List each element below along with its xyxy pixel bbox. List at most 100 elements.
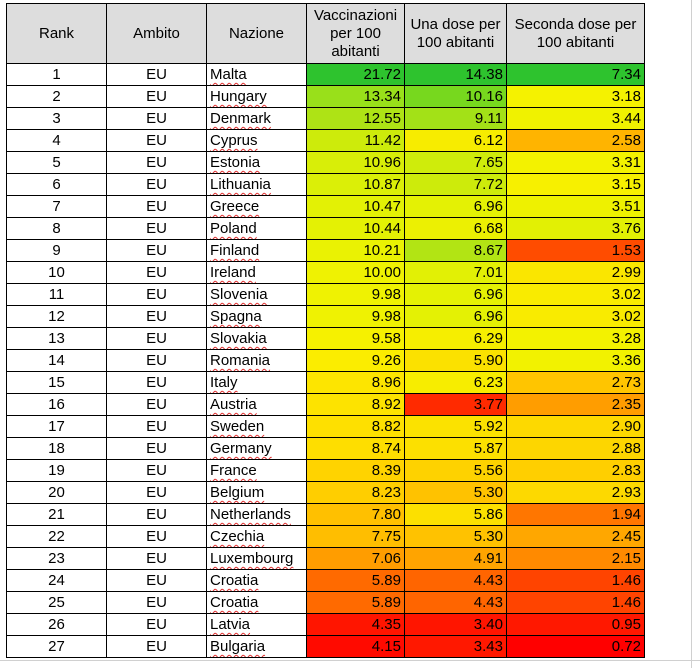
cell-ambito[interactable]: EU [106,635,207,658]
cell-ambito[interactable]: EU [106,481,207,504]
cell-vaccinazioni[interactable]: 10.96 [306,151,405,174]
cell-rank[interactable]: 16 [6,393,107,416]
cell-nazione[interactable]: Sweden [206,415,307,438]
cell-seconda-dose[interactable]: 3.15 [506,173,645,196]
cell-vaccinazioni[interactable]: 8.96 [306,371,405,394]
cell-vaccinazioni[interactable]: 9.98 [306,305,405,328]
cell-seconda-dose[interactable]: 2.93 [506,481,645,504]
cell-nazione[interactable]: Italy [206,371,307,394]
cell-rank[interactable]: 3 [6,107,107,130]
header-vaccinazioni[interactable]: Vaccinazioni per 100 abitanti [306,3,405,64]
cell-rank[interactable]: 6 [6,173,107,196]
cell-nazione[interactable]: Luxembourg [206,547,307,570]
cell-ambito[interactable]: EU [106,217,207,240]
cell-seconda-dose[interactable]: 2.58 [506,129,645,152]
cell-vaccinazioni[interactable]: 10.44 [306,217,405,240]
cell-seconda-dose[interactable]: 2.90 [506,415,645,438]
cell-ambito[interactable]: EU [106,195,207,218]
cell-nazione[interactable]: Croatia [206,569,307,592]
cell-una-dose[interactable]: 5.30 [404,525,507,548]
cell-vaccinazioni[interactable]: 7.06 [306,547,405,570]
cell-ambito[interactable]: EU [106,393,207,416]
cell-una-dose[interactable]: 6.96 [404,195,507,218]
cell-rank[interactable]: 12 [6,305,107,328]
cell-seconda-dose[interactable]: 3.31 [506,151,645,174]
cell-nazione[interactable]: Poland [206,217,307,240]
cell-nazione[interactable]: Belgium [206,481,307,504]
cell-nazione[interactable]: Romania [206,349,307,372]
header-seconda-dose[interactable]: Seconda dose per 100 abitanti [506,3,645,64]
cell-vaccinazioni[interactable]: 8.92 [306,393,405,416]
cell-una-dose[interactable]: 6.12 [404,129,507,152]
cell-vaccinazioni[interactable]: 5.89 [306,591,405,614]
cell-rank[interactable]: 13 [6,327,107,350]
cell-nazione[interactable]: Ireland [206,261,307,284]
cell-seconda-dose[interactable]: 1.46 [506,591,645,614]
cell-rank[interactable]: 26 [6,613,107,636]
cell-rank[interactable]: 23 [6,547,107,570]
header-nazione[interactable]: Nazione [206,3,307,64]
cell-ambito[interactable]: EU [106,371,207,394]
cell-rank[interactable]: 2 [6,85,107,108]
cell-ambito[interactable]: EU [106,129,207,152]
cell-rank[interactable]: 25 [6,591,107,614]
cell-rank[interactable]: 27 [6,635,107,658]
cell-rank[interactable]: 11 [6,283,107,306]
cell-una-dose[interactable]: 4.91 [404,547,507,570]
cell-seconda-dose[interactable]: 1.46 [506,569,645,592]
cell-seconda-dose[interactable]: 0.72 [506,635,645,658]
cell-nazione[interactable]: Malta [206,63,307,86]
cell-seconda-dose[interactable]: 2.99 [506,261,645,284]
cell-nazione[interactable]: Hungary [206,85,307,108]
cell-seconda-dose[interactable]: 2.15 [506,547,645,570]
cell-ambito[interactable]: EU [106,107,207,130]
cell-una-dose[interactable]: 7.01 [404,261,507,284]
cell-rank[interactable]: 19 [6,459,107,482]
cell-ambito[interactable]: EU [106,569,207,592]
cell-ambito[interactable]: EU [106,239,207,262]
cell-vaccinazioni[interactable]: 9.58 [306,327,405,350]
cell-una-dose[interactable]: 6.68 [404,217,507,240]
cell-vaccinazioni[interactable]: 4.15 [306,635,405,658]
cell-rank[interactable]: 5 [6,151,107,174]
cell-vaccinazioni[interactable]: 11.42 [306,129,405,152]
cell-una-dose[interactable]: 5.87 [404,437,507,460]
cell-una-dose[interactable]: 3.43 [404,635,507,658]
cell-seconda-dose[interactable]: 3.51 [506,195,645,218]
cell-ambito[interactable]: EU [106,261,207,284]
cell-ambito[interactable]: EU [106,283,207,306]
cell-una-dose[interactable]: 10.16 [404,85,507,108]
cell-nazione[interactable]: Germany [206,437,307,460]
cell-una-dose[interactable]: 6.96 [404,283,507,306]
cell-vaccinazioni[interactable]: 9.98 [306,283,405,306]
cell-seconda-dose[interactable]: 7.34 [506,63,645,86]
cell-nazione[interactable]: Czechia [206,525,307,548]
cell-ambito[interactable]: EU [106,437,207,460]
header-una-dose[interactable]: Una dose per 100 abitanti [404,3,507,64]
cell-seconda-dose[interactable]: 3.02 [506,283,645,306]
cell-seconda-dose[interactable]: 3.02 [506,305,645,328]
cell-vaccinazioni[interactable]: 10.87 [306,173,405,196]
cell-una-dose[interactable]: 3.77 [404,393,507,416]
header-ambito[interactable]: Ambito [106,3,207,64]
cell-una-dose[interactable]: 7.72 [404,173,507,196]
cell-seconda-dose[interactable]: 3.28 [506,327,645,350]
cell-seconda-dose[interactable]: 3.44 [506,107,645,130]
cell-rank[interactable]: 18 [6,437,107,460]
cell-nazione[interactable]: Austria [206,393,307,416]
cell-vaccinazioni[interactable]: 8.74 [306,437,405,460]
cell-vaccinazioni[interactable]: 12.55 [306,107,405,130]
cell-vaccinazioni[interactable]: 10.47 [306,195,405,218]
cell-una-dose[interactable]: 4.43 [404,569,507,592]
cell-nazione[interactable]: Croatia [206,591,307,614]
cell-rank[interactable]: 4 [6,129,107,152]
cell-rank[interactable]: 21 [6,503,107,526]
cell-rank[interactable]: 10 [6,261,107,284]
cell-ambito[interactable]: EU [106,613,207,636]
cell-nazione[interactable]: Slovenia [206,283,307,306]
cell-rank[interactable]: 7 [6,195,107,218]
cell-vaccinazioni[interactable]: 21.72 [306,63,405,86]
cell-vaccinazioni[interactable]: 9.26 [306,349,405,372]
cell-seconda-dose[interactable]: 1.53 [506,239,645,262]
cell-vaccinazioni[interactable]: 7.75 [306,525,405,548]
